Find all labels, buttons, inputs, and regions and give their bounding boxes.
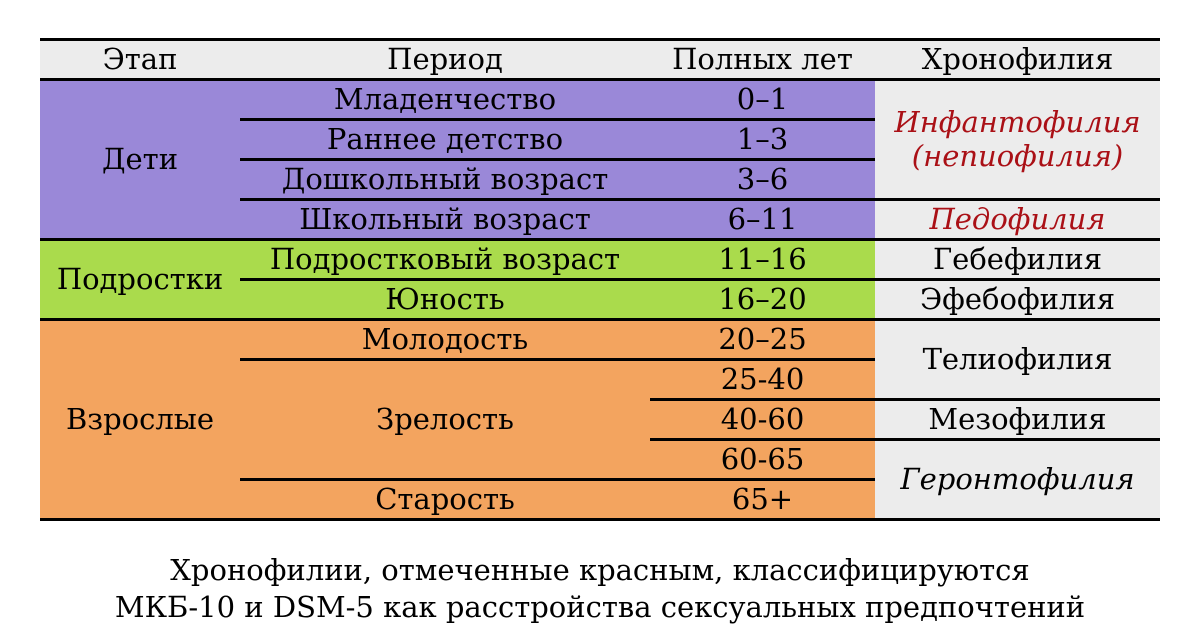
- stage-cell-adults: Взрослые: [40, 318, 240, 521]
- table-row-maturity-1: Зрелость 25-40: [40, 358, 1160, 481]
- years-cell: 65+: [650, 478, 875, 521]
- caption-line1: Хронофилии, отмеченные красным, классифи…: [170, 553, 1030, 587]
- years-cell: 40-60: [650, 398, 875, 441]
- period-cell: Младенчество: [240, 78, 650, 121]
- period-cell-maturity: Зрелость: [240, 358, 650, 481]
- table-row-maturity-2: 40-60 Мезофилия: [40, 398, 1160, 441]
- period-cell: Молодость: [240, 318, 650, 361]
- header-years: Полных лет: [650, 38, 875, 81]
- header-stage: Этап: [40, 38, 240, 81]
- table-row-school-age: Школьный возраст 6–11 Педофилия: [40, 198, 1160, 241]
- years-cell: 60-65: [650, 438, 875, 481]
- years-cell: 3–6: [650, 158, 875, 201]
- chronophilia-cell-gerontophilia: Геронтофилия: [875, 438, 1160, 521]
- years-cell: 0–1: [650, 78, 875, 121]
- header-row: Этап Период Полных лет Хронофилия: [40, 38, 1160, 81]
- years-cell: 11–16: [650, 238, 875, 281]
- table-row-youth: Юность 16–20 Эфебофилия: [40, 278, 1160, 321]
- table-row-maturity-3: 60-65 Геронтофилия: [40, 438, 1160, 521]
- period-cell: Юность: [240, 278, 650, 321]
- period-cell: Раннее детство: [240, 118, 650, 161]
- chronophilia-cell-pedophilia: Педофилия: [875, 198, 1160, 241]
- caption: Хронофилии, отмеченные красным, классифи…: [0, 552, 1200, 626]
- period-cell: Школьный возраст: [240, 198, 650, 241]
- years-cell: 16–20: [650, 278, 875, 321]
- caption-line2: МКБ-10 и DSM-5 как расстройства сексуаль…: [114, 590, 1086, 624]
- period-cell: Подростковый возраст: [240, 238, 650, 281]
- header-period: Период: [240, 38, 650, 81]
- chronophilia-cell-ephebophilia: Эфебофилия: [875, 278, 1160, 321]
- table-row-preschool: Дошкольный возраст 3–6: [40, 158, 1160, 201]
- years-cell: 20–25: [650, 318, 875, 361]
- table-row-adolescence: Подростки Подростковый возраст 11–16 Геб…: [40, 238, 1160, 321]
- table-row-early-childhood: Раннее детство 1–3: [40, 118, 1160, 161]
- years-cell: 1–3: [650, 118, 875, 161]
- table-row-old-age: Старость 65+: [40, 478, 1160, 521]
- period-cell: Дошкольный возраст: [240, 158, 650, 201]
- years-cell: 6–11: [650, 198, 875, 241]
- chronophilia-cell-teleiophilia: Телиофилия: [875, 318, 1160, 401]
- period-cell: Старость: [240, 478, 650, 521]
- stage-cell-children: Дети: [40, 78, 240, 241]
- chronophilia-table: Этап Период Полных лет Хронофилия Дети М…: [40, 38, 1160, 521]
- chronophilia-cell-hebephilia: Гебефилия: [875, 238, 1160, 281]
- years-cell: 25-40: [650, 358, 875, 401]
- stage-cell-adolescents: Подростки: [40, 238, 240, 321]
- chronophilia-cell-infantophilia: Инфантофилия (непиофилия): [875, 78, 1160, 201]
- table-row-infancy: Дети Младенчество 0–1 Инфантофилия (непи…: [40, 78, 1160, 241]
- chronophilia-cell-mesophilia: Мезофилия: [875, 398, 1160, 441]
- table-row-young-adulthood: Взрослые Молодость 20–25 Телиофилия: [40, 318, 1160, 521]
- header-chronophilia: Хронофилия: [875, 38, 1160, 81]
